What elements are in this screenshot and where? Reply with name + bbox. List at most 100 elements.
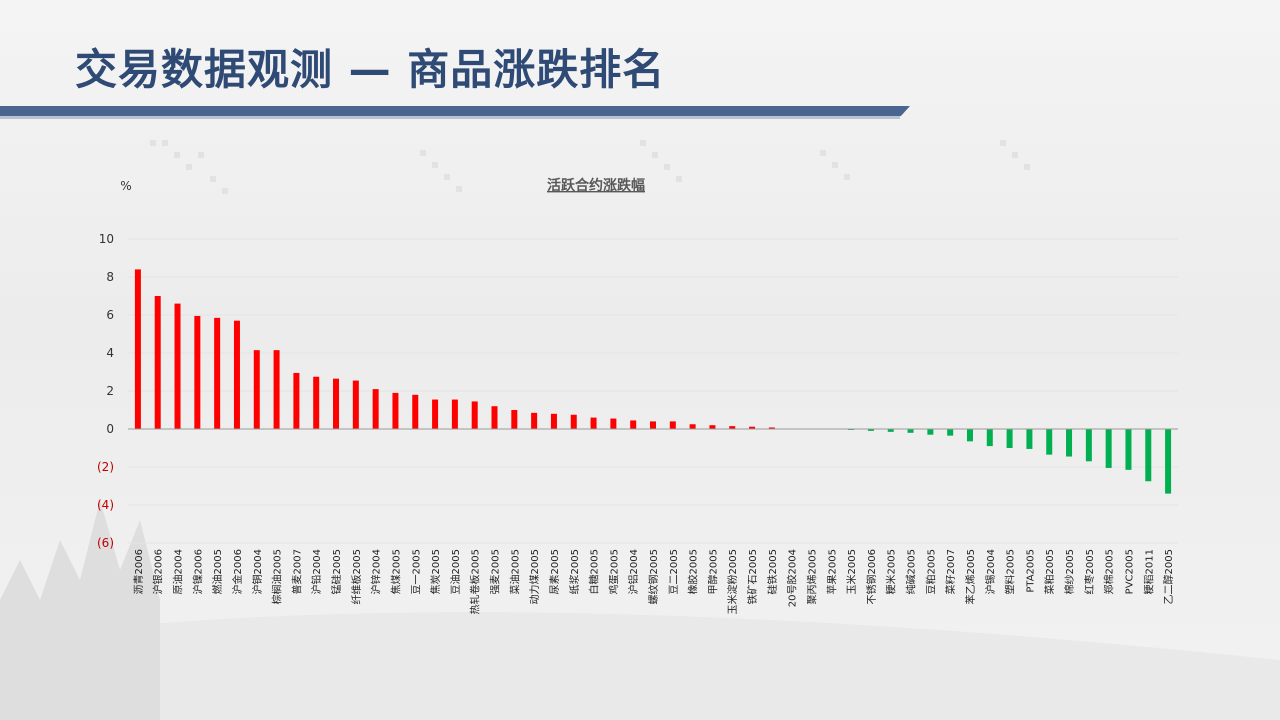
x-tick-label: 沪银2006 — [152, 549, 165, 594]
bar — [887, 429, 894, 432]
bar — [1006, 429, 1013, 448]
x-tick-label: 菜油2005 — [508, 549, 521, 594]
bar — [1026, 429, 1033, 449]
bar — [451, 399, 458, 429]
x-tick-label: 纸浆2005 — [568, 549, 581, 594]
bar — [590, 417, 597, 429]
bar — [1105, 429, 1112, 468]
x-tick-label: 豆二2005 — [668, 549, 680, 594]
chart-title: 活跃合约涨跌幅 — [547, 177, 645, 194]
bar — [1085, 429, 1092, 462]
y-tick-label: 2 — [106, 384, 114, 398]
bar — [273, 350, 280, 429]
x-tick-label: 豆粕2005 — [924, 549, 937, 594]
bars — [134, 269, 1172, 494]
bar — [709, 425, 716, 429]
bar — [650, 421, 656, 429]
bar — [233, 320, 240, 429]
bar — [134, 269, 141, 429]
x-tick-label: 沪铜2004 — [251, 549, 264, 594]
y-tick-label: 4 — [106, 346, 114, 360]
x-tick-label: 不锈钢2006 — [865, 549, 878, 604]
bar — [669, 421, 676, 429]
x-tick-label: 热轧卷板2005 — [469, 549, 482, 614]
x-tick-label: PTA2005 — [1025, 549, 1036, 593]
x-tick-label: PVC2005 — [1124, 549, 1135, 594]
x-tick-label: 粳米2005 — [885, 549, 898, 594]
bar — [293, 372, 300, 429]
bar — [1125, 429, 1132, 470]
x-tick-label: 乙二醇2005 — [1162, 549, 1175, 604]
bar — [966, 429, 973, 442]
bar — [550, 413, 557, 429]
bar — [471, 401, 478, 429]
x-tick-label: 鸡蛋2005 — [607, 549, 620, 594]
title-underline-band — [0, 106, 910, 116]
bar — [432, 399, 439, 429]
x-tick-label: 螺纹钢2005 — [647, 549, 660, 604]
bar — [174, 303, 181, 429]
x-tick-label: 强麦2005 — [490, 549, 502, 594]
y-tick-label: (6) — [97, 536, 114, 550]
bar — [570, 414, 577, 429]
title-underline-shadow — [0, 116, 900, 119]
x-tick-label: 苹果2005 — [825, 549, 838, 594]
bar — [986, 429, 993, 447]
y-axis-ticks: 10 8 6 4 2 0 (2) (4) (6) — [97, 232, 114, 550]
x-tick-label: 20号胶2004 — [786, 549, 799, 607]
x-tick-label: 粳稻2011 — [1142, 549, 1155, 594]
bar — [352, 380, 359, 429]
x-tick-label: 普麦2007 — [290, 549, 303, 594]
bar — [253, 350, 260, 429]
bar — [907, 429, 914, 433]
x-tick-label: 豆一2005 — [410, 549, 422, 594]
bar — [729, 426, 736, 429]
y-tick-label: (4) — [97, 498, 114, 512]
bar — [333, 378, 340, 429]
x-tick-label: 菜籽2007 — [945, 549, 957, 594]
bar — [927, 429, 934, 435]
slide-title: 交易数据观测 — 商品涨跌排名 — [75, 45, 666, 94]
x-axis-labels: 沥青2006 沪银2006 原油2004 沪镍2006 燃油2005 沪金2006 沪铜20… — [132, 549, 1175, 614]
gridlines — [128, 238, 1178, 544]
bar — [1066, 429, 1073, 457]
y-axis-unit-label: % — [120, 179, 131, 193]
x-tick-label: 甲醇2005 — [706, 549, 719, 594]
y-tick-label: 8 — [106, 270, 114, 284]
x-tick-label: 郑棉2005 — [1103, 549, 1116, 594]
x-tick-label: 白糖2005 — [588, 549, 601, 594]
x-tick-label: 沪镍2006 — [191, 549, 204, 594]
bar — [749, 426, 756, 429]
x-tick-label: 玉米淀粉2005 — [726, 549, 739, 614]
x-tick-label: 锰硅2005 — [330, 549, 343, 594]
x-tick-label: 沥青2006 — [132, 549, 145, 594]
x-tick-label: 沪铝2004 — [627, 549, 640, 594]
x-tick-label: 沪锌2004 — [370, 549, 383, 594]
x-tick-label: 菜粕2005 — [1043, 549, 1056, 594]
x-tick-label: 纯碱2005 — [905, 549, 918, 594]
bar — [372, 389, 379, 429]
bar — [313, 376, 320, 429]
x-tick-label: 橡胶2005 — [687, 549, 700, 594]
bar — [630, 420, 637, 429]
x-tick-label: 动力煤2005 — [528, 549, 541, 604]
bar — [412, 394, 419, 429]
x-tick-label: 玉米2005 — [845, 549, 858, 594]
x-tick-label: 硅铁2005 — [766, 549, 779, 594]
bar — [1046, 429, 1053, 455]
x-tick-label: 纤维板2005 — [350, 549, 363, 604]
x-tick-label: 棉纱2005 — [1063, 549, 1076, 594]
x-tick-label: 苯乙烯2005 — [964, 549, 977, 604]
bar — [154, 296, 161, 429]
x-tick-label: 沪锡2004 — [984, 549, 997, 594]
bar — [867, 429, 874, 431]
x-tick-label: 塑料2005 — [1004, 549, 1017, 594]
bar — [392, 392, 399, 429]
x-tick-label: 棕榈油2005 — [271, 549, 284, 604]
x-tick-label: 聚丙烯2005 — [805, 549, 818, 604]
y-tick-label: 6 — [106, 308, 114, 322]
bar — [511, 410, 518, 429]
x-tick-label: 铁矿石2005 — [746, 549, 759, 604]
